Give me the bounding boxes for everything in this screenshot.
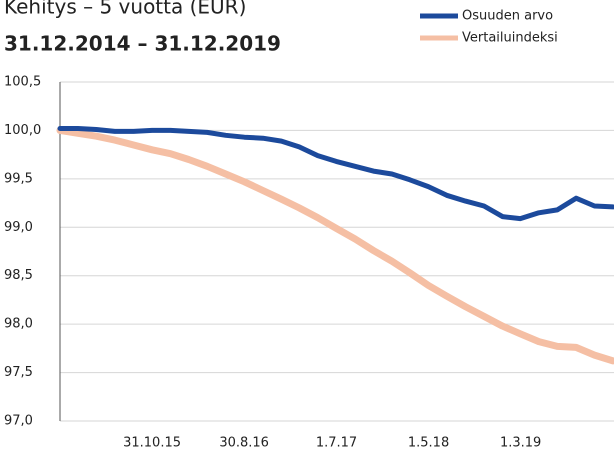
x-tick-label: 31.10.15 [123,436,181,451]
y-tick-label: 97,5 [4,365,33,380]
y-tick-label: 99,5 [4,171,33,186]
y-tick-label: 98,5 [4,268,33,283]
y-tick-label: 98,0 [4,317,33,332]
y-tick-label: 99,0 [4,220,33,235]
x-tick-label: 1.7.17 [316,436,357,451]
chart-subtitle: 31.12.2014 – 31.12.2019 [4,32,281,56]
x-tick-label: 1.3.19 [500,436,541,451]
chart-title: Kehitys – 5 vuotta (EUR) [4,0,246,19]
series-line [56,126,614,365]
y-tick-label: 97,0 [4,414,33,429]
legend-label: Vertailuindeksi [462,31,558,46]
x-tick-label: 30.8.16 [219,436,269,451]
y-tick-label: 100,5 [4,75,41,90]
legend-label: Osuuden arvo [462,9,553,24]
x-tick-label: 1.5.18 [408,436,449,451]
y-tick-label: 100,0 [4,123,41,138]
series-line [57,126,614,222]
